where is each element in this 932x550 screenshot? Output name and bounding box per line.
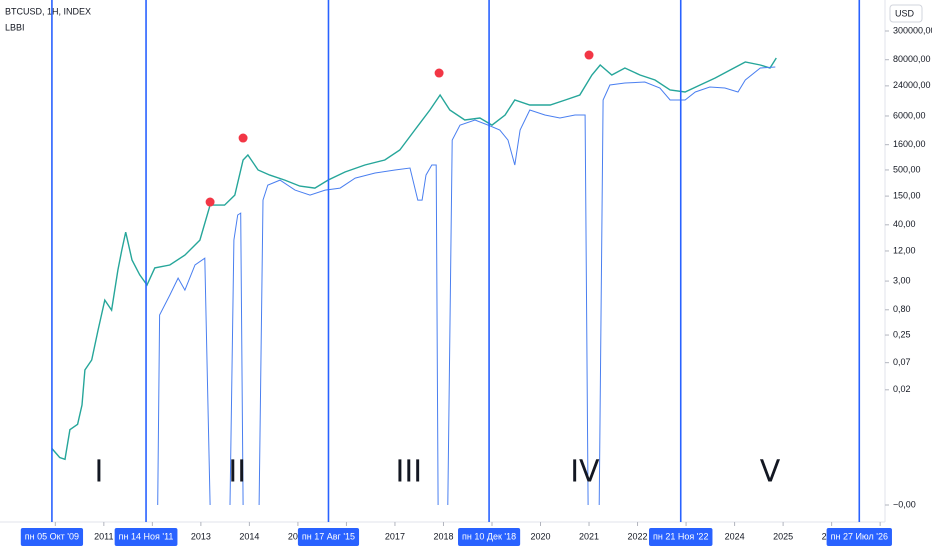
x-tick-label: 2021 bbox=[579, 531, 599, 541]
symbol-title: BTCUSD, 1H, INDEX bbox=[5, 6, 91, 16]
date-label-box bbox=[826, 528, 892, 546]
y-tick-label: 500,00 bbox=[893, 164, 921, 174]
cycle-number: V bbox=[760, 455, 781, 490]
date-label-box bbox=[458, 528, 521, 546]
y-tick-label: 0,80 bbox=[893, 304, 911, 314]
date-label: пн 17 Авг '15 bbox=[302, 531, 355, 541]
peak-marker bbox=[584, 50, 594, 60]
y-tick-label: 0,25 bbox=[893, 329, 911, 339]
date-label-box bbox=[20, 528, 84, 546]
y-tick-label: 300000,00 bbox=[893, 25, 932, 35]
cycle-number: II bbox=[228, 455, 246, 490]
x-tick-label: 2014 bbox=[239, 531, 259, 541]
peak-marker bbox=[205, 197, 215, 207]
y-tick-label: 3,00 bbox=[893, 275, 911, 285]
date-label-box bbox=[114, 528, 178, 546]
x-tick-label: 2024 bbox=[725, 531, 745, 541]
cycle-number: I bbox=[95, 455, 104, 490]
y-tick-label: 12,00 bbox=[893, 245, 916, 255]
x-tick-label: 2013 bbox=[191, 531, 211, 541]
y-tick-label: 40,00 bbox=[893, 219, 916, 229]
x-tick-label: 2020 bbox=[530, 531, 550, 541]
date-label: пн 27 Июл '26 bbox=[831, 531, 888, 541]
series-line bbox=[157, 66, 776, 506]
date-label: пн 21 Ноя '22 bbox=[653, 531, 708, 541]
y-tick-label: 6000,00 bbox=[893, 110, 926, 120]
currency-button[interactable] bbox=[889, 4, 923, 23]
x-tick-label: 2025 bbox=[773, 531, 793, 541]
y-tick-label: −0,00 bbox=[893, 499, 916, 509]
date-label-box bbox=[297, 528, 360, 546]
date-label: пн 14 Ноя '11 bbox=[119, 531, 174, 541]
x-tick-label: 2022 bbox=[628, 531, 648, 541]
indicator-title: LBBI bbox=[5, 22, 25, 32]
date-label-box bbox=[648, 528, 713, 546]
currency-label[interactable]: USD bbox=[895, 8, 915, 18]
peak-marker bbox=[238, 133, 248, 143]
peak-marker bbox=[434, 68, 444, 78]
x-tick-label: 2017 bbox=[385, 531, 405, 541]
series-line bbox=[51, 57, 777, 461]
date-label: пн 10 Дек '18 bbox=[462, 531, 516, 541]
y-tick-label: 80000,00 bbox=[893, 54, 931, 64]
y-tick-label: 0,02 bbox=[893, 384, 911, 394]
date-label: пн 05 Окт '09 bbox=[25, 531, 79, 541]
cycle-number: IV bbox=[570, 455, 600, 490]
y-tick-label: 150,00 bbox=[893, 190, 921, 200]
y-tick-label: 1600,00 bbox=[893, 139, 926, 149]
cycle-number: III bbox=[396, 455, 423, 490]
x-tick-label: 2011 bbox=[94, 531, 113, 541]
y-tick-label: 24000,00 bbox=[893, 80, 931, 90]
y-tick-label: 0,07 bbox=[893, 357, 911, 367]
x-tick-label: 2018 bbox=[433, 531, 453, 541]
